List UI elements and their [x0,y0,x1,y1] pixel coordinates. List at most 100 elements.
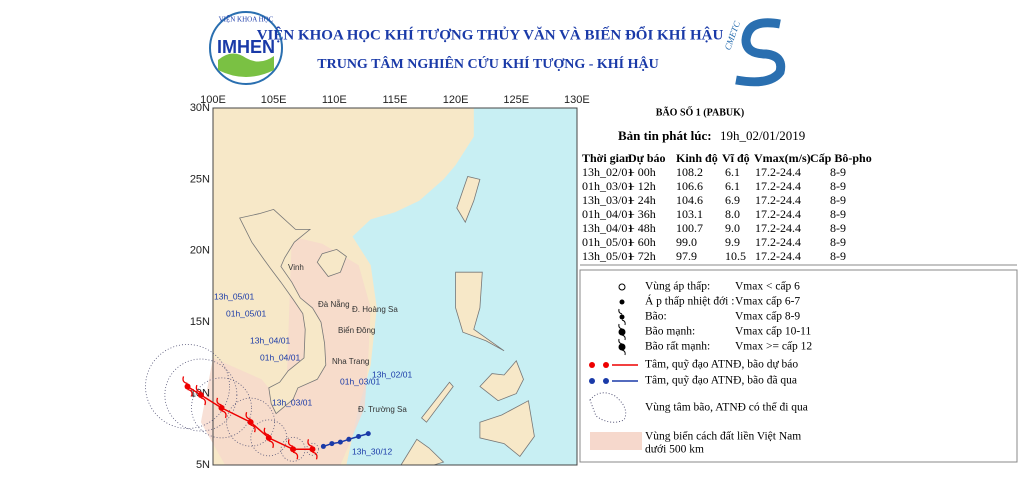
logo-s [735,18,786,87]
table-cell: 99.0 [676,235,697,249]
place-label: Đà Nẵng [318,300,350,309]
storm-symbol [287,439,299,460]
place-label: Nha Trang [332,357,369,366]
coastline [421,381,454,423]
table-cell: 01h_03/01 [582,179,633,193]
table-header: Thời gian [582,151,632,165]
lat-label: 20N [190,245,210,257]
table-cell: 17.2-24.4 [755,207,801,221]
table-cell: + 24h [628,193,656,207]
legend-box [579,269,1018,463]
forecast-center [197,392,204,399]
storm-symbol [307,439,318,460]
table-header: Kinh độ [676,151,718,165]
table-cell: 103.1 [676,207,703,221]
legend-symbol [618,323,626,341]
table-cell: 17.2-24.4 [755,249,801,263]
track-label: 01h_04/01 [260,352,300,362]
forecast-center [247,419,254,426]
bulletin-title: BÃO SỐ 1 (PABUK) [656,105,744,118]
track-label: 13h_02/01 [372,369,412,379]
table-cell: 6.1 [725,165,740,179]
forecast-center [184,383,191,390]
table-cell: 106.6 [676,179,703,193]
track-label: 13h_30/12 [352,446,392,456]
place-label: Vinh [288,263,304,272]
legend-symbol [618,328,626,336]
table-cell: 13h_05/01 [582,249,633,263]
table-cell: 17.2-24.4 [755,235,801,249]
storm-symbol [195,384,207,406]
past-center [337,439,343,445]
storm-symbol [245,411,256,433]
legend-zone [590,432,642,450]
coastline [239,208,327,415]
legend-label: Vùng biển cách đất liền Việt Nam [645,430,801,443]
table-cell: 13h_02/01 [582,165,633,179]
legend-symbol [618,283,626,291]
table-cell: 01h_05/01 [582,235,633,249]
table-cell: + 72h [628,249,656,263]
table-cell: + 48h [628,221,656,235]
past-center [356,433,362,439]
table-cell: 8-9 [830,249,846,263]
table-cell: 9.9 [725,235,740,249]
table-cell: 17.2-24.4 [755,165,801,179]
track-label: 13h_04/01 [250,335,290,345]
cone-circle [226,397,276,447]
forecast-center [290,446,297,453]
table-cell: + 60h [628,235,656,249]
table-cell: 108.2 [676,165,703,179]
table-cell: 17.2-24.4 [755,193,801,207]
legend-symbol [589,362,595,368]
table-header: Vmax(m/s) [754,151,811,165]
past-center [346,436,352,442]
coastline [455,271,505,352]
legend-symbol [589,378,595,384]
table-cell: 6.9 [725,193,740,207]
legend-label: Vùng tâm bão, ATNĐ có thể đi qua [645,401,808,414]
coastline [479,400,535,457]
table-header: Dự báo [628,151,666,165]
place-label: Biển Đông [338,326,375,335]
issued-label: Bản tin phát lúc: [618,128,712,143]
forecast-center [218,404,225,411]
table-cell: 6.1 [725,179,740,193]
legend-symbol [618,343,626,351]
legend-symbol [603,378,609,384]
table-cell: 10.5 [725,249,746,263]
legend-label: Tâm, quỹ đạo ATNĐ, bão dự báo [645,359,798,371]
legend-label: Bão mạnh: [645,326,695,338]
table-header: Vĩ độ [722,151,750,165]
storm-symbol [216,397,227,419]
header-title: VIỆN KHOA HỌC KHÍ TƯỢNG THỦY VĂN VÀ BIẾN… [257,25,724,43]
table-cell: 97.9 [676,249,697,263]
cone-circle [145,344,230,429]
track-label: 13h_03/01 [272,397,312,407]
table-cell: 104.6 [676,193,703,207]
cone-circle [191,377,252,439]
cone-circle [164,358,238,432]
legend: Vùng áp thấp: Vmax < cấp 6Á p thấp nhiệt … [589,280,812,456]
table-cell: 13h_03/01 [582,193,633,207]
track-label: 01h_03/01 [340,376,380,386]
forecast-center [309,446,316,453]
past-center [320,443,326,449]
table-cell: 9.0 [725,221,740,235]
legend-symbol [618,338,626,356]
lon-label: 110E [322,94,347,106]
legend-symbol [603,362,609,368]
map: 100E 105E 110E 115E 120E 125E 130E 30N 25N 20N 15N… [145,94,590,471]
table-cell: 8-9 [830,179,846,193]
header-subtitle: TRUNG TÂM NGHIÊN CỨU KHÍ TƯỢNG - KHÍ HẬU [317,55,658,72]
table-header: Cấp Bô-pho [810,151,872,165]
legend-label: Á p thấp nhiệt đới : [645,294,734,308]
table-cell: 17.2-24.4 [755,179,801,193]
past-center [365,431,371,437]
track-label: 01h_05/01 [226,308,266,318]
place-label: Đ. Trường Sa [358,405,407,414]
table-cell: 17.2-24.4 [755,221,801,235]
table-cell: 13h_04/01 [582,221,633,235]
